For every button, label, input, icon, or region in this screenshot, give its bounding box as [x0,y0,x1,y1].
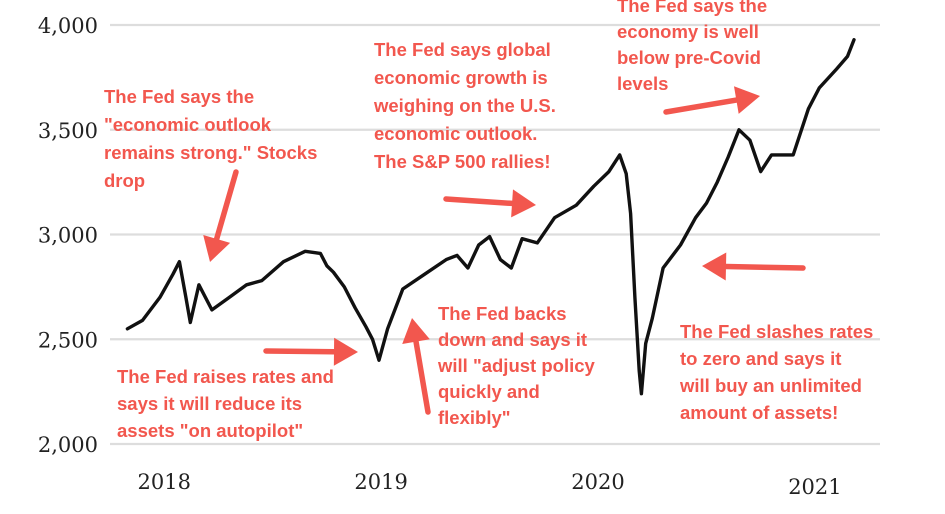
arrow-outlook [203,169,239,262]
y-tick-label-3000: 3,000 [38,224,98,248]
x-tick-label-2020: 2020 [571,470,624,494]
annotation-fed-backs-down: The Fed backs down and says it will "adj… [437,303,600,428]
x-axis-ticks: 2018 2019 2020 2021 [137,470,841,499]
x-tick-label-2021: 2021 [788,475,841,499]
annotation-arrows [203,86,806,415]
x-tick-label-2018: 2018 [137,470,190,494]
arrow-slashes [702,252,806,281]
y-tick-label-2500: 2,500 [38,328,98,352]
series-line-0 [125,38,856,396]
annotation-fed-slashes-rates: The Fed slashes rates to zero and says i… [679,321,878,423]
arrow-raises [263,337,358,366]
y-axis-ticks: 2,000 2,500 3,000 3,500 4,000 [38,14,98,457]
annotation-fed-raises-rates: The Fed raises rates and says it will re… [117,366,339,441]
annotation-fed-global-growth: The Fed says global economic growth is w… [373,39,561,172]
y-tick-label-4000: 4,000 [38,14,98,38]
y-tick-label-2000: 2,000 [38,433,98,457]
annotation-fed-economic-outlook: The Fed says the "economic outlook remai… [104,86,323,191]
annotation-fed-pre-covid: The Fed says the economy is well below p… [617,0,772,94]
arrow-backs [402,318,431,415]
gridlines [110,23,880,446]
series-layer [125,38,856,396]
y-tick-label-3500: 3,500 [38,119,98,143]
x-tick-label-2019: 2019 [354,470,407,494]
arrow-precovid [663,86,760,115]
arrow-global [443,189,536,218]
